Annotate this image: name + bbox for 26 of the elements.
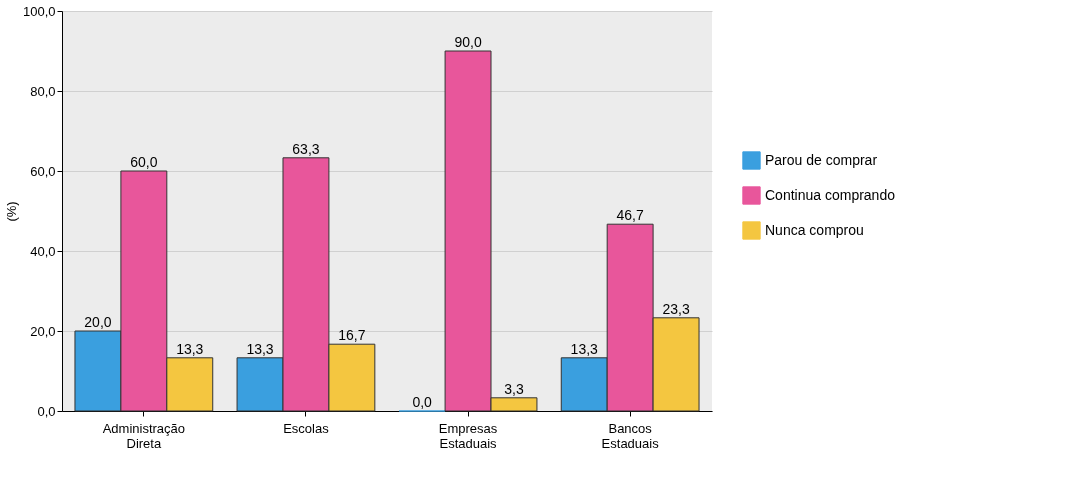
data-label: 0,0 bbox=[412, 394, 433, 410]
y-tick-label: 100,0 bbox=[22, 3, 56, 19]
data-label: 3,3 bbox=[504, 380, 524, 397]
y-tick-label: 80,0 bbox=[30, 83, 56, 99]
legend-label: Parou de comprar bbox=[765, 151, 878, 168]
data-label: 16,7 bbox=[338, 327, 366, 344]
y-axis-title: (%) bbox=[3, 201, 19, 222]
x-tick-label: Bancos Estaduais bbox=[601, 420, 660, 451]
legend-label: Nunca comprou bbox=[765, 221, 864, 238]
y-tick-label: 40,0 bbox=[30, 243, 56, 259]
data-label: 13,3 bbox=[176, 340, 204, 357]
data-label: 90,0 bbox=[454, 34, 482, 50]
x-tick-label: Empresas Estaduais bbox=[438, 420, 498, 451]
data-label: 23,3 bbox=[662, 300, 690, 317]
data-label: 46,7 bbox=[616, 207, 644, 224]
y-tick-label: 0,0 bbox=[37, 403, 56, 419]
data-label: 13,3 bbox=[246, 340, 274, 357]
y-tick-label: 60,0 bbox=[30, 163, 56, 179]
x-tick-label: Escolas bbox=[283, 420, 330, 436]
y-tick-label: 20,0 bbox=[30, 323, 56, 339]
data-label: 13,3 bbox=[570, 340, 599, 357]
data-label: 60,0 bbox=[130, 154, 158, 170]
data-label: 20,0 bbox=[84, 314, 112, 330]
legend-label: Continua comprando bbox=[765, 186, 896, 203]
data-label: 63,3 bbox=[292, 140, 320, 157]
x-tick-label: Administração Direta bbox=[102, 420, 186, 451]
